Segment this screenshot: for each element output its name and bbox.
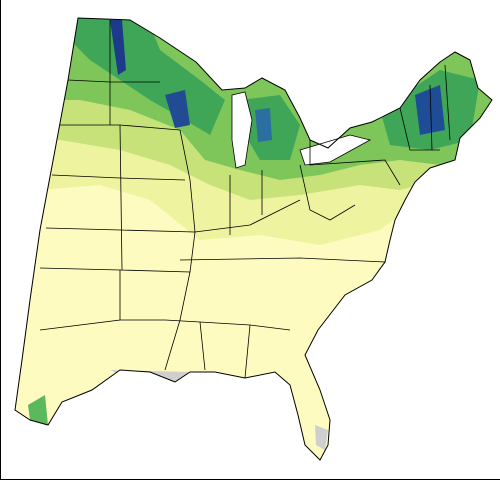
east-borders (229, 140, 401, 235)
peak-ne (415, 85, 445, 135)
peak-wi (165, 90, 190, 128)
texas-tip (28, 395, 48, 425)
lake-michigan (231, 91, 253, 169)
lake-erie (299, 134, 372, 166)
state-borders (39, 20, 451, 379)
coastline (14, 17, 493, 461)
central-borders (109, 20, 196, 371)
peak-mi (255, 108, 272, 142)
northeast-borders (399, 64, 451, 151)
peak-mn (110, 20, 126, 75)
missing-fl (315, 425, 328, 450)
southeast-borders (179, 199, 386, 379)
